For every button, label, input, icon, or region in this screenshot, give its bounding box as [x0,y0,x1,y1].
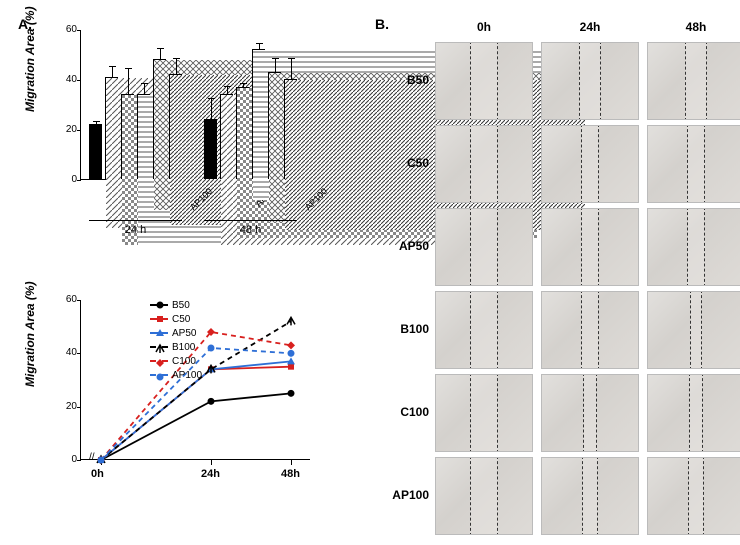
micrograph-col-label: 48h [647,20,740,34]
line-chart-xlabel: 48h [281,468,300,480]
micrograph-cell [541,208,639,286]
micrograph-col-label: 24h [541,20,639,34]
bar-chart: Migration Area (%) 0204060B50C50AP50B100… [40,20,340,240]
micrograph-cell [541,457,639,535]
line-chart-ytick: 40 [53,347,77,358]
micrograph-col-label: 0h [435,20,533,34]
line-chart-legend: B50C50AP50B100C100AP100 [150,298,202,382]
bar [236,87,249,180]
micrograph-cell [435,457,533,535]
micrograph-cell [435,125,533,203]
micrograph-cell [647,42,740,120]
bar-chart-plot: 0204060B50C50AP50B100C100AP100B50C50AP50… [80,30,330,180]
bar-chart-ytick: 60 [53,24,77,35]
bar-chart-ytick: 20 [53,124,77,135]
legend-item: AP50 [150,326,202,340]
panel-b-label: B. [375,16,389,32]
line-chart-ytick: 0 [53,454,77,465]
bar [284,79,297,179]
micrograph-cell [647,125,740,203]
micrograph-cell [647,457,740,535]
bar [105,77,118,180]
bar-chart-ytick: 40 [53,74,77,85]
bar-chart-group-label: 48 h [204,224,297,236]
micrograph-cell [435,374,533,452]
bar-chart-ytick: 0 [53,174,77,185]
micrograph-cell [541,125,639,203]
bar-chart-ylabel: Migration Area (%) [23,6,37,112]
micrograph-cell [435,208,533,286]
line-chart-xlabel: 24h [201,468,220,480]
bar [137,94,150,179]
legend-item: AP100 [150,368,202,382]
micrograph-cell [647,208,740,286]
bar [121,94,134,179]
micrograph-row-label: AP100 [389,488,429,502]
micrograph-cell [647,374,740,452]
bar-chart-group-label: 24 h [89,224,182,236]
bar [153,59,166,179]
micrograph-cell [541,291,639,369]
micrograph-row-label: C100 [389,405,429,419]
legend-item: C100 [150,354,202,368]
micrograph-row-label: AP50 [389,239,429,253]
bar [268,72,281,180]
micrograph-cell [435,42,533,120]
line-chart-ylabel: Migration Area (%) [23,281,37,387]
micrograph-cell [541,374,639,452]
micrograph-row-label: B100 [389,322,429,336]
micrograph-cell [435,291,533,369]
bar [89,124,102,179]
line-chart-xlabel: 0h [91,468,104,480]
micrograph-cell [647,291,740,369]
bar [204,119,217,179]
line-chart-ytick: 60 [53,294,77,305]
line-chart: Migration Area (%) // 02040600h24h48h B5… [40,290,340,510]
micrograph-cell [541,42,639,120]
legend-item: B100 [150,340,202,354]
bar [169,74,182,179]
bar [220,94,233,179]
micrograph-row-label: C50 [389,156,429,170]
line-chart-ytick: 20 [53,401,77,412]
micrograph-row-label: B50 [389,73,429,87]
legend-item: C50 [150,312,202,326]
bar [252,49,265,179]
legend-item: B50 [150,298,202,312]
